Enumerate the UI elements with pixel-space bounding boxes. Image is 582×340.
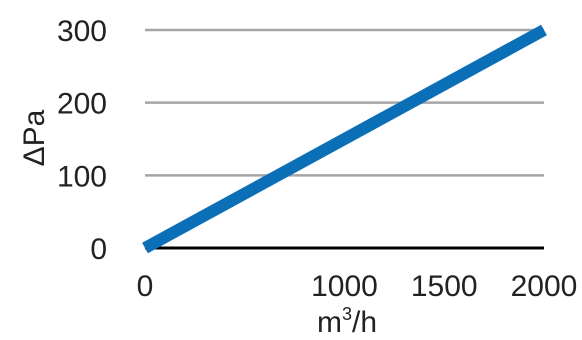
y-tick-label-100: 100	[57, 160, 107, 193]
y-tick-label-200: 200	[57, 88, 107, 121]
x-tick-label-1500: 1500	[411, 270, 478, 303]
x-axis-label-superscript: 3	[342, 304, 352, 324]
series-group	[142, 24, 547, 254]
y-tick-labels: 0 100 200 300	[57, 15, 107, 266]
x-tick-labels: 0 1000 1500 2000	[137, 270, 578, 303]
gridlines	[145, 28, 544, 250]
y-tick-label-300: 300	[57, 15, 107, 48]
x-axis-label-suffix: /h	[352, 306, 377, 339]
x-axis-label: m3/h	[317, 304, 377, 339]
x-tick-label-0: 0	[137, 270, 154, 303]
x-tick-label-1000: 1000	[311, 270, 378, 303]
x-tick-label-2000: 2000	[511, 270, 578, 303]
x-axis-label-text: m	[317, 306, 342, 339]
y-tick-label-0: 0	[90, 233, 107, 266]
series-line-0	[142, 24, 547, 254]
y-axis-label: ΔPa	[18, 109, 51, 166]
